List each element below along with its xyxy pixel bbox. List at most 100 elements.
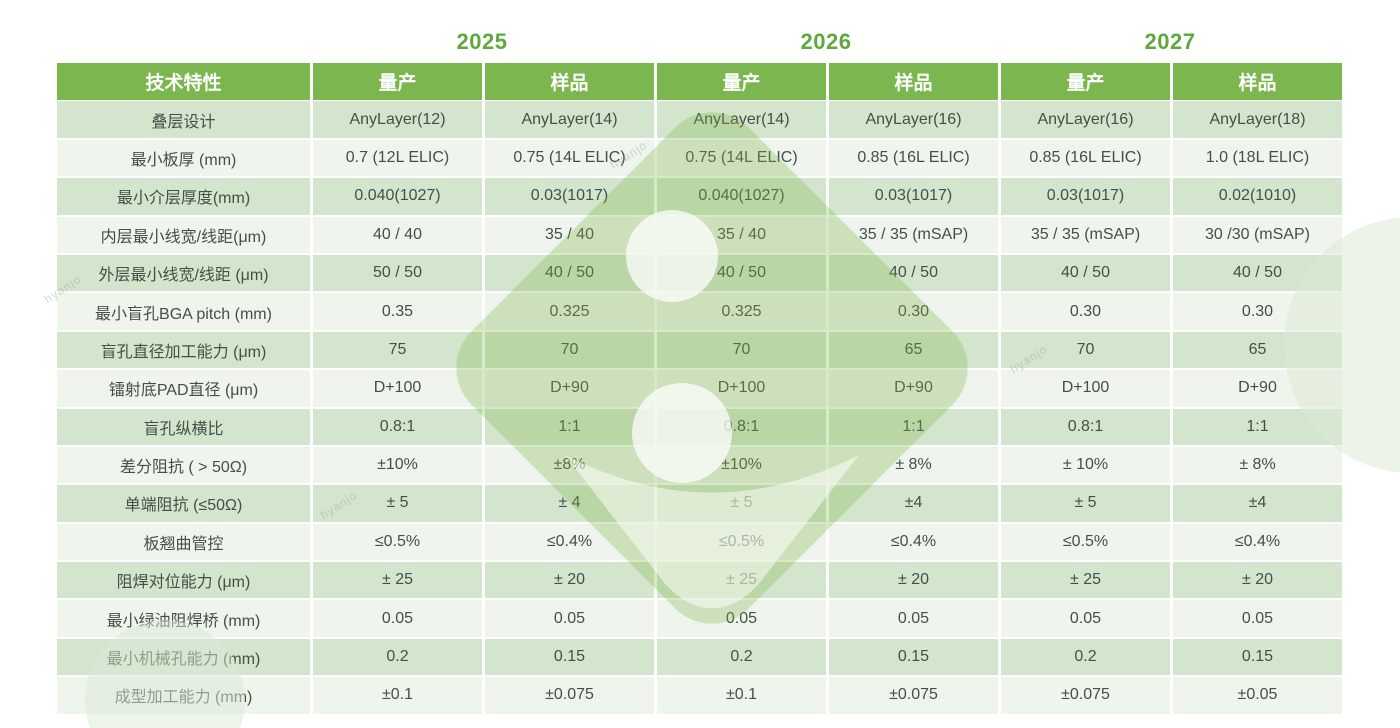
table-cell: AnyLayer(18) bbox=[1173, 101, 1342, 138]
table-cell: 35 / 35 (mSAP) bbox=[829, 216, 998, 253]
feature-header-cell: 技术特性 bbox=[57, 63, 310, 100]
table-cell: ±10% bbox=[657, 446, 826, 484]
table-cell: 0.040(1027) bbox=[313, 178, 482, 215]
table-cell: 65 bbox=[1173, 331, 1342, 369]
table-cell: 0.8:1 bbox=[657, 408, 826, 445]
table-cell: 40 / 50 bbox=[829, 254, 998, 292]
year-label: 2027 bbox=[1144, 29, 1196, 54]
table-cell: 0.85 (16L ELIC) bbox=[1001, 139, 1170, 177]
row-label: 最小板厚 (mm) bbox=[57, 139, 310, 177]
table-cell: 0.05 bbox=[829, 600, 998, 637]
table-cell: 1.0 (18L ELIC) bbox=[1173, 139, 1342, 177]
table-cell: 0.05 bbox=[1001, 600, 1170, 637]
table-cell: 0.05 bbox=[1173, 600, 1342, 637]
table-cell: 0.8:1 bbox=[313, 408, 482, 445]
table-cell: AnyLayer(14) bbox=[485, 101, 654, 138]
table-cell: 50 / 50 bbox=[313, 254, 482, 292]
table-cell: 0.05 bbox=[485, 600, 654, 637]
table-cell: ± 8% bbox=[1173, 446, 1342, 484]
table-cell: D+100 bbox=[313, 370, 482, 407]
table-cell: 75 bbox=[313, 331, 482, 369]
column-header: 量产 bbox=[313, 63, 482, 100]
table-cell: ± 8% bbox=[829, 446, 998, 484]
table-cell: ± 25 bbox=[657, 562, 826, 599]
row-label: 板翘曲管控 bbox=[57, 523, 310, 561]
row-label: 盲孔直径加工能力 (μm) bbox=[57, 331, 310, 369]
row-label: 最小介层厚度(mm) bbox=[57, 178, 310, 215]
table-cell: 70 bbox=[485, 331, 654, 369]
table-cell: 40 / 50 bbox=[657, 254, 826, 292]
table-cell: 0.30 bbox=[1001, 293, 1170, 330]
table-cell: ≤0.5% bbox=[313, 523, 482, 561]
table-cell: 0.85 (16L ELIC) bbox=[829, 139, 998, 177]
table-cell: 0.2 bbox=[657, 638, 826, 676]
table-cell: ± 20 bbox=[829, 562, 998, 599]
row-label: 盲孔纵横比 bbox=[57, 408, 310, 445]
table-cell: ± 25 bbox=[1001, 562, 1170, 599]
table-cell: ± 5 bbox=[313, 485, 482, 522]
table-cell: ±0.05 bbox=[1173, 677, 1342, 714]
spec-table: 技术特性 量产 样品 量产 样品 量产 样品 叠层设计 AnyLayer(12)… bbox=[57, 63, 1342, 714]
table-cell: ≤0.4% bbox=[485, 523, 654, 561]
table-cell: 30 /30 (mSAP) bbox=[1173, 216, 1342, 253]
table-cell: ±0.075 bbox=[1001, 677, 1170, 714]
row-label: 外层最小线宽/线距 (μm) bbox=[57, 254, 310, 292]
table-cell: 70 bbox=[1001, 331, 1170, 369]
table-cell: ± 25 bbox=[313, 562, 482, 599]
table-cell: 0.325 bbox=[485, 293, 654, 330]
table-cell: ≤0.4% bbox=[829, 523, 998, 561]
row-label: 成型加工能力 (mm) bbox=[57, 677, 310, 714]
row-label: 差分阻抗 ( > 50Ω) bbox=[57, 446, 310, 484]
table-cell: 40 / 50 bbox=[1173, 254, 1342, 292]
table-cell: 0.03(1017) bbox=[1001, 178, 1170, 215]
table-cell: 0.35 bbox=[313, 293, 482, 330]
table-cell: D+90 bbox=[829, 370, 998, 407]
table-cell: 1:1 bbox=[485, 408, 654, 445]
table-cell: AnyLayer(16) bbox=[829, 101, 998, 138]
table-cell: ±0.1 bbox=[313, 677, 482, 714]
table-cell: 0.75 (14L ELIC) bbox=[657, 139, 826, 177]
table-cell: ±10% bbox=[313, 446, 482, 484]
column-header: 样品 bbox=[829, 63, 998, 100]
table-cell: ±0.1 bbox=[657, 677, 826, 714]
table-cell: 1:1 bbox=[1173, 408, 1342, 445]
table-cell: 0.15 bbox=[1173, 638, 1342, 676]
table-cell: ±4 bbox=[829, 485, 998, 522]
table-cell: 1:1 bbox=[829, 408, 998, 445]
table-cell: 0.05 bbox=[657, 600, 826, 637]
table-cell: 0.15 bbox=[485, 638, 654, 676]
table-cell: 0.2 bbox=[1001, 638, 1170, 676]
table-cell: 0.040(1027) bbox=[657, 178, 826, 215]
table-cell: ±0.075 bbox=[485, 677, 654, 714]
table-cell: 0.03(1017) bbox=[485, 178, 654, 215]
year-label: 2025 bbox=[456, 29, 508, 54]
table-cell: 0.75 (14L ELIC) bbox=[485, 139, 654, 177]
column-header: 量产 bbox=[657, 63, 826, 100]
row-label: 最小盲孔BGA pitch (mm) bbox=[57, 293, 310, 330]
table-cell: ± 5 bbox=[657, 485, 826, 522]
table-cell: AnyLayer(16) bbox=[1001, 101, 1170, 138]
table-cell: ±8% bbox=[485, 446, 654, 484]
table-cell: 0.30 bbox=[829, 293, 998, 330]
table-cell: 70 bbox=[657, 331, 826, 369]
year-label: 2026 bbox=[800, 29, 852, 54]
table-cell: 40 / 50 bbox=[485, 254, 654, 292]
table-cell: ±0.075 bbox=[829, 677, 998, 714]
table-cell: ± 5 bbox=[1001, 485, 1170, 522]
row-label: 阻焊对位能力 (μm) bbox=[57, 562, 310, 599]
table-cell: ± 10% bbox=[1001, 446, 1170, 484]
table-cell: 0.30 bbox=[1173, 293, 1342, 330]
table-cell: AnyLayer(12) bbox=[313, 101, 482, 138]
year-heading-row: 2025 2026 2027 bbox=[310, 26, 1342, 58]
table-cell: 0.2 bbox=[313, 638, 482, 676]
table-cell: 0.15 bbox=[829, 638, 998, 676]
table-cell: 0.03(1017) bbox=[829, 178, 998, 215]
table-cell: ± 4 bbox=[485, 485, 654, 522]
row-label: 最小机械孔能力 (mm) bbox=[57, 638, 310, 676]
table-cell: ≤0.5% bbox=[1001, 523, 1170, 561]
row-label: 内层最小线宽/线距(μm) bbox=[57, 216, 310, 253]
table-cell: 0.8:1 bbox=[1001, 408, 1170, 445]
table-cell: 40 / 40 bbox=[313, 216, 482, 253]
table-cell: 35 / 40 bbox=[485, 216, 654, 253]
